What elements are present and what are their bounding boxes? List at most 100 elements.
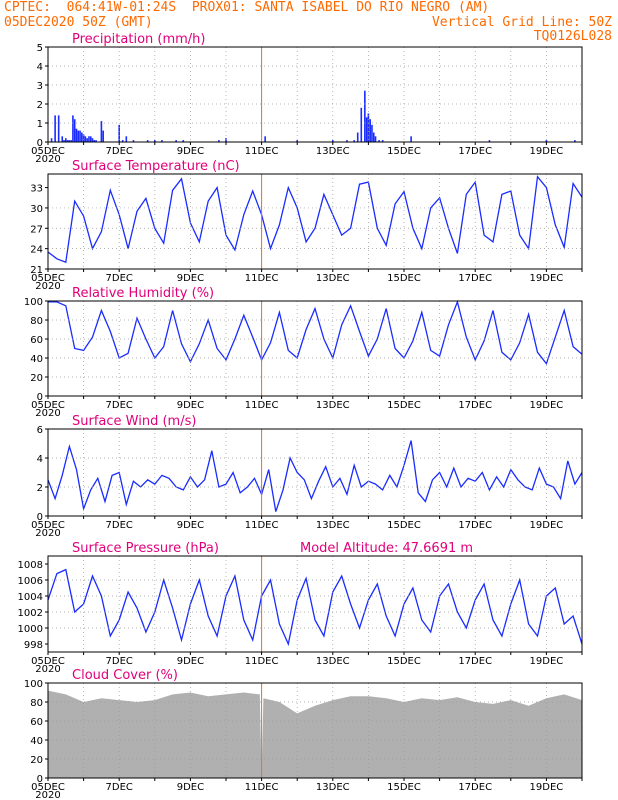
precip-bar (89, 136, 92, 142)
x-tick-label: 17DEC (458, 520, 492, 531)
humidity-title: Relative Humidity (%) (72, 286, 214, 301)
precip-bar (68, 140, 71, 142)
x-tick-label: 15DEC (387, 656, 421, 667)
precip-bar (146, 140, 149, 142)
precip-bar (66, 140, 69, 142)
precip-bar (175, 140, 177, 142)
cloud-cover-area (48, 690, 582, 778)
x-tick-label: 05DEC (31, 520, 65, 531)
x-tick-label: 13DEC (316, 520, 350, 531)
precip-bar (356, 132, 359, 142)
y-tick-label: 60 (30, 717, 43, 728)
precip-bar (360, 107, 363, 142)
x-tick-label: 7DEC (106, 782, 133, 793)
y-tick-label: 80 (30, 698, 43, 709)
precip-bar (73, 119, 76, 142)
x-tick-label: 19DEC (530, 400, 564, 411)
x-tick-label: 9DEC (177, 400, 204, 411)
precip-bar (118, 124, 120, 142)
precip-bar (125, 136, 128, 142)
x-tick-label: 15DEC (387, 400, 421, 411)
x-tick-label: 19DEC (530, 146, 564, 157)
x-tick-label: 7DEC (106, 656, 133, 667)
y-tick-label: 1004 (18, 592, 43, 603)
precip-bar (61, 136, 64, 142)
wind-frame (47, 428, 583, 517)
precipitation-title: Precipitation (mm/h) (72, 32, 205, 47)
x-tick-label: 19DEC (530, 273, 564, 284)
precip-bar (79, 130, 81, 142)
precip-bar (218, 140, 220, 142)
x-year-label: 2020 (35, 790, 60, 800)
precip-bar (365, 117, 368, 142)
x-tick-label: 9DEC (177, 273, 204, 284)
model-code: TQ0126L028 (533, 29, 612, 44)
x-tick-label: 11DEC (245, 273, 279, 284)
temperature-frame (47, 173, 583, 270)
precip-bar (374, 136, 377, 142)
x-tick-label: 17DEC (458, 146, 492, 157)
cloud-cover-title: Cloud Cover (%) (72, 668, 178, 683)
precip-bar (102, 130, 104, 142)
y-tick-label: 998 (24, 640, 43, 651)
precip-bar (381, 140, 384, 142)
station-header: CPTEC: 064:41W-01:24S PROX01: SANTA ISAB… (4, 0, 490, 15)
precip-bar (54, 115, 56, 142)
y-tick-label: 0 (37, 774, 43, 785)
temperature-line (47, 175, 583, 264)
y-tick-label: 33 (30, 184, 43, 195)
x-tick-label: 7DEC (106, 520, 133, 531)
precip-bar (296, 140, 298, 142)
x-tick-label: 13DEC (316, 400, 350, 411)
x-year-label: 2020 (35, 281, 60, 292)
x-tick-label: 11DEC (245, 400, 279, 411)
temperature-title: Surface Temperature (nC) (72, 159, 240, 174)
x-tick-label: 9DEC (177, 782, 204, 793)
precip-bar (488, 140, 491, 142)
cloud-cover-panel: Cloud Cover (%) 0 20 40 60 80 100 05DEC2020 7DEC… (24, 668, 583, 800)
y-tick-label: 30 (30, 204, 43, 215)
x-tick-label: 11DEC (245, 520, 279, 531)
precip-bar (50, 138, 53, 142)
x-tick-label: 05DEC (31, 400, 65, 411)
x-tick-label: 11DEC (245, 782, 279, 793)
x-tick-label: 15DEC (387, 520, 421, 531)
y-tick-label: 20 (30, 373, 43, 384)
y-tick-label: 1000 (18, 624, 43, 635)
cloud-cover-frame (47, 682, 583, 779)
x-tick-label: 17DEC (458, 782, 492, 793)
humidity-panel: Relative Humidity (%) 0 20 40 60 80 100 05DEC20… (24, 286, 583, 419)
x-tick-label: 19DEC (530, 520, 564, 531)
precip-bar (574, 140, 576, 142)
pressure-line (47, 568, 583, 647)
x-tick-label: 11DEC (245, 146, 279, 157)
y-tick-label: 0 (37, 512, 43, 523)
y-tick-label: 5 (37, 43, 43, 54)
x-tick-label: 17DEC (458, 656, 492, 667)
precip-bar (346, 140, 348, 142)
x-tick-label: 05DEC (31, 146, 65, 157)
precip-bar (93, 140, 96, 142)
y-tick-label: 4 (37, 454, 43, 465)
x-tick-label: 9DEC (177, 656, 204, 667)
precipitation-panel: Precipitation (mm/h) 0 1 2 3 4 5 05DEC2020 7DEC 9… (31, 32, 583, 165)
precip-bar (369, 119, 371, 142)
y-tick-label: 1 (37, 119, 43, 130)
y-tick-label: 40 (30, 354, 43, 365)
precip-bar (95, 140, 97, 142)
wind-title: Surface Wind (m/s) (72, 414, 196, 429)
precip-bar (372, 132, 375, 142)
y-tick-label: 1002 (18, 608, 43, 619)
x-tick-label: 7DEC (106, 273, 133, 284)
run-date: 05DEC2020 50Z (GMT) (4, 15, 153, 30)
precip-bar (154, 140, 156, 142)
x-tick-label: 15DEC (387, 146, 421, 157)
x-year-label: 2020 (35, 408, 60, 419)
precipitation-frame (47, 46, 583, 143)
x-tick-label: 13DEC (316, 656, 350, 667)
y-tick-label: 3 (37, 81, 43, 92)
x-tick-label: 19DEC (530, 782, 564, 793)
precip-bar (182, 140, 185, 142)
x-tick-label: 13DEC (316, 273, 350, 284)
